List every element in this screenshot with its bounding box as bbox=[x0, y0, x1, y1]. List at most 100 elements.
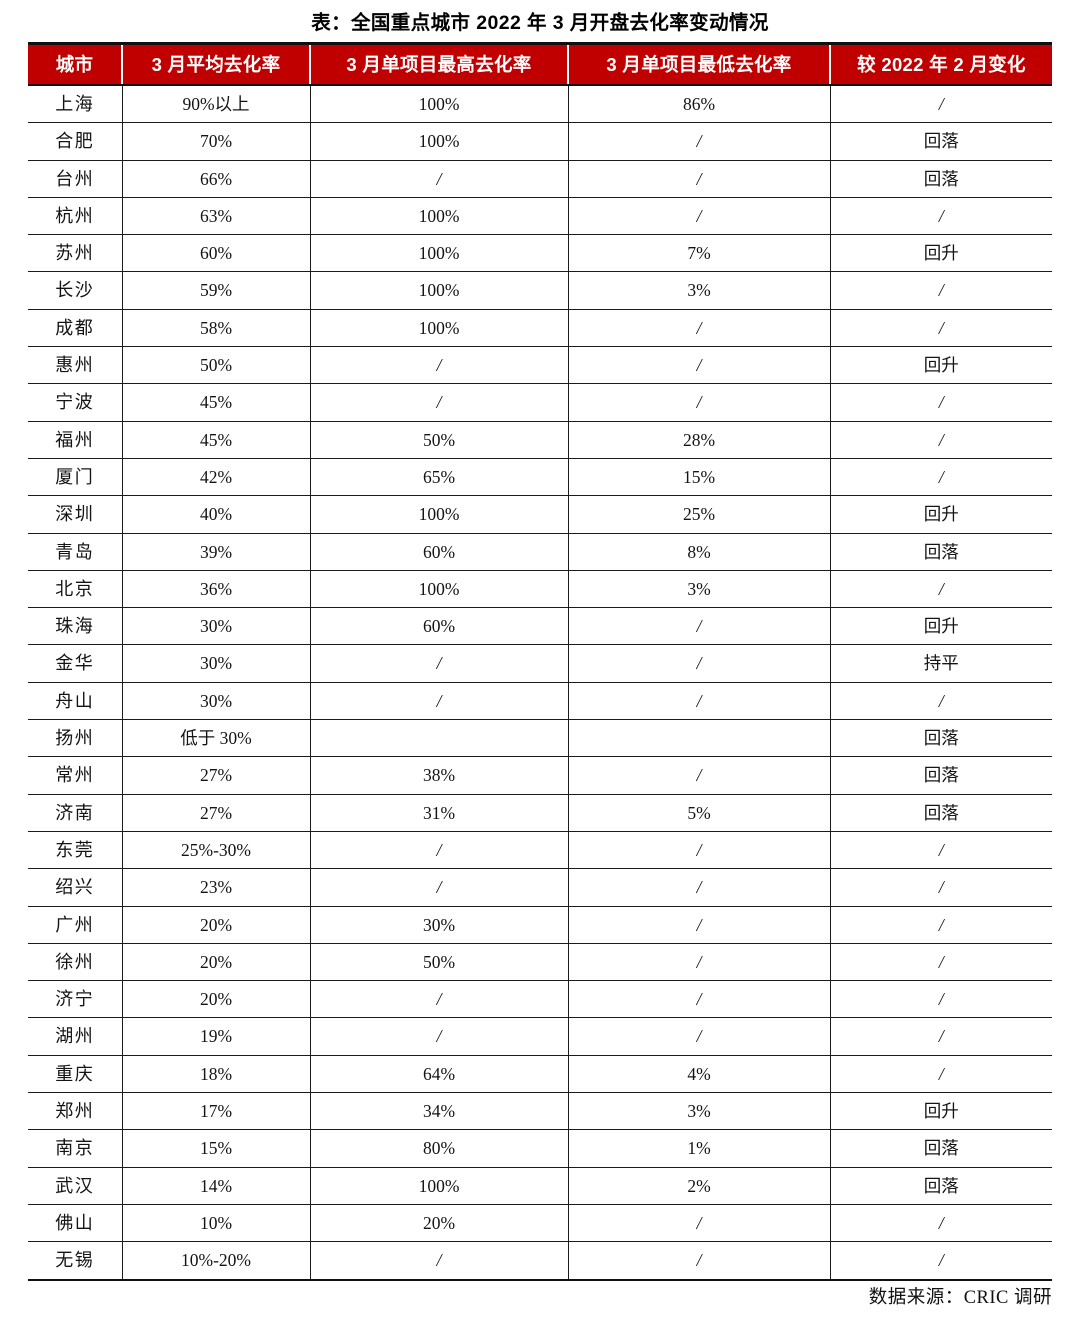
cell-max: / bbox=[310, 644, 569, 683]
cell-city: 惠州 bbox=[28, 346, 123, 385]
cell-avg: 10%-20% bbox=[122, 1241, 311, 1281]
cell-city: 北京 bbox=[28, 570, 123, 609]
cell-change: / bbox=[830, 458, 1052, 497]
cell-avg: 42% bbox=[122, 458, 311, 497]
cell-city: 成都 bbox=[28, 309, 123, 348]
cell-max: 31% bbox=[310, 794, 569, 832]
cell-avg: 50% bbox=[122, 346, 311, 385]
cell-change: / bbox=[830, 271, 1052, 310]
cell-avg: 45% bbox=[122, 383, 311, 422]
table-row: 徐州 20% 50% / / bbox=[28, 943, 1052, 982]
cell-change: / bbox=[830, 1241, 1052, 1281]
cell-change: 回落 bbox=[830, 756, 1052, 795]
table-row: 重庆 18% 64% 4% / bbox=[28, 1055, 1052, 1094]
table-row: 武汉 14% 100% 2% 回落 bbox=[28, 1167, 1052, 1205]
cell-change: 回升 bbox=[830, 607, 1052, 646]
table-row: 福州 45% 50% 28% / bbox=[28, 421, 1052, 459]
cell-min: / bbox=[568, 309, 831, 348]
column-header-avg[interactable]: 3 月平均去化率 bbox=[122, 42, 311, 86]
column-header-change[interactable]: 较 2022 年 2 月变化 bbox=[830, 42, 1052, 86]
cell-max: / bbox=[310, 980, 569, 1019]
cell-city: 福州 bbox=[28, 421, 123, 459]
cell-city: 舟山 bbox=[28, 682, 123, 721]
cell-min: / bbox=[568, 644, 831, 683]
table-container: 城市 3 月平均去化率 3 月单项目最高去化率 3 月单项目最低去化率 较 20… bbox=[28, 42, 1052, 1281]
cell-city: 深圳 bbox=[28, 495, 123, 534]
table-row: 东莞 25%-30% / / / bbox=[28, 831, 1052, 870]
cell-city: 杭州 bbox=[28, 197, 123, 236]
cell-max: / bbox=[310, 868, 569, 907]
cell-change: / bbox=[830, 85, 1052, 124]
cell-avg: 20% bbox=[122, 980, 311, 1019]
cell-city: 济宁 bbox=[28, 980, 123, 1019]
cell-min: / bbox=[568, 868, 831, 907]
cell-avg: 17% bbox=[122, 1092, 311, 1131]
cell-min: 5% bbox=[568, 794, 831, 832]
cell-min: 4% bbox=[568, 1055, 831, 1094]
cell-avg: 59% bbox=[122, 271, 311, 310]
cell-city: 南京 bbox=[28, 1129, 123, 1168]
column-header-max[interactable]: 3 月单项目最高去化率 bbox=[310, 42, 569, 86]
table-row: 上海 90%以上 100% 86% / bbox=[28, 85, 1052, 124]
table-row: 惠州 50% / / 回升 bbox=[28, 346, 1052, 385]
cell-min: 3% bbox=[568, 570, 831, 609]
cell-city: 苏州 bbox=[28, 234, 123, 273]
table-row: 无锡 10%-20% / / / bbox=[28, 1241, 1052, 1281]
cell-min: 86% bbox=[568, 85, 831, 124]
cell-change: / bbox=[830, 1017, 1052, 1056]
table-row: 湖州 19% / / / bbox=[28, 1017, 1052, 1056]
cell-avg: 45% bbox=[122, 421, 311, 459]
cell-change: 回落 bbox=[830, 719, 1052, 758]
table-row: 合肥 70% 100% / 回落 bbox=[28, 122, 1052, 161]
cell-change: / bbox=[830, 197, 1052, 236]
cell-min: 15% bbox=[568, 458, 831, 497]
cell-city: 常州 bbox=[28, 756, 123, 795]
cell-avg: 36% bbox=[122, 570, 311, 609]
cell-min: / bbox=[568, 682, 831, 721]
cell-avg: 70% bbox=[122, 122, 311, 161]
table-row: 长沙 59% 100% 3% / bbox=[28, 271, 1052, 310]
table-header-row: 城市 3 月平均去化率 3 月单项目最高去化率 3 月单项目最低去化率 较 20… bbox=[28, 42, 1052, 86]
cell-min: 1% bbox=[568, 1129, 831, 1168]
cell-change: / bbox=[830, 383, 1052, 422]
column-header-min[interactable]: 3 月单项目最低去化率 bbox=[568, 42, 831, 86]
table-row: 南京 15% 80% 1% 回落 bbox=[28, 1129, 1052, 1168]
cell-city: 台州 bbox=[28, 160, 123, 198]
cell-change: 回落 bbox=[830, 794, 1052, 832]
cell-max: 65% bbox=[310, 458, 569, 497]
cell-max: / bbox=[310, 682, 569, 721]
cell-change: / bbox=[830, 943, 1052, 982]
table-row: 台州 66% / / 回落 bbox=[28, 160, 1052, 198]
cell-max: 60% bbox=[310, 607, 569, 646]
cell-min: / bbox=[568, 1204, 831, 1243]
cell-city: 佛山 bbox=[28, 1204, 123, 1243]
cell-city: 湖州 bbox=[28, 1017, 123, 1056]
column-header-city[interactable]: 城市 bbox=[28, 42, 123, 86]
cell-min: / bbox=[568, 1241, 831, 1281]
cell-city: 珠海 bbox=[28, 607, 123, 646]
cell-city: 重庆 bbox=[28, 1055, 123, 1094]
cell-max: 100% bbox=[310, 570, 569, 609]
cell-max: 34% bbox=[310, 1092, 569, 1131]
cell-max: / bbox=[310, 346, 569, 385]
table-row: 宁波 45% / / / bbox=[28, 383, 1052, 422]
cell-avg: 30% bbox=[122, 607, 311, 646]
table-row: 郑州 17% 34% 3% 回升 bbox=[28, 1092, 1052, 1131]
cell-min: / bbox=[568, 1017, 831, 1056]
cell-max: 100% bbox=[310, 271, 569, 310]
cell-min: / bbox=[568, 906, 831, 944]
cell-max: 100% bbox=[310, 85, 569, 124]
cell-change: 回落 bbox=[830, 1167, 1052, 1205]
cell-max: / bbox=[310, 1017, 569, 1056]
cell-min: 3% bbox=[568, 1092, 831, 1131]
table-row: 杭州 63% 100% / / bbox=[28, 197, 1052, 236]
cell-avg: 20% bbox=[122, 906, 311, 944]
cell-change: / bbox=[830, 868, 1052, 907]
cell-change: 回升 bbox=[830, 346, 1052, 385]
cell-min: 28% bbox=[568, 421, 831, 459]
table-row: 厦门 42% 65% 15% / bbox=[28, 458, 1052, 497]
cell-change: 回升 bbox=[830, 495, 1052, 534]
cell-max: 100% bbox=[310, 309, 569, 348]
cell-max: / bbox=[310, 1241, 569, 1281]
table-row: 深圳 40% 100% 25% 回升 bbox=[28, 495, 1052, 534]
